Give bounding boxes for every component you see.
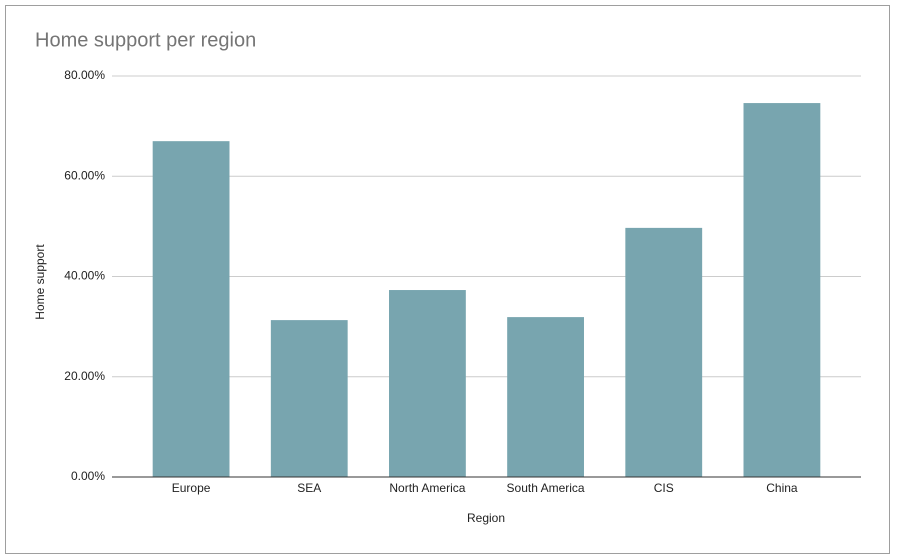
y-tick-label: 0.00% [71, 469, 105, 483]
x-tick-label: North America [389, 481, 465, 495]
x-tick-label: South America [507, 481, 585, 495]
x-axis-label: Region [467, 511, 505, 525]
bar [743, 103, 821, 477]
y-axis-label: Home support [33, 244, 47, 320]
y-tick-label: 60.00% [64, 168, 105, 182]
bar [507, 317, 584, 477]
y-tick-label: 40.00% [64, 269, 105, 283]
x-tick-label: SEA [297, 481, 321, 495]
bar [625, 227, 703, 477]
bar [389, 290, 466, 477]
x-tick-label: Europe [172, 481, 211, 495]
bar [270, 320, 348, 477]
x-tick-label: China [766, 481, 798, 495]
y-tick-label: 20.00% [64, 369, 105, 383]
chart-title: Home support per region [35, 29, 256, 51]
x-tick-label: CIS [654, 481, 674, 495]
y-tick-label: 80.00% [64, 68, 105, 82]
bar [152, 141, 230, 477]
